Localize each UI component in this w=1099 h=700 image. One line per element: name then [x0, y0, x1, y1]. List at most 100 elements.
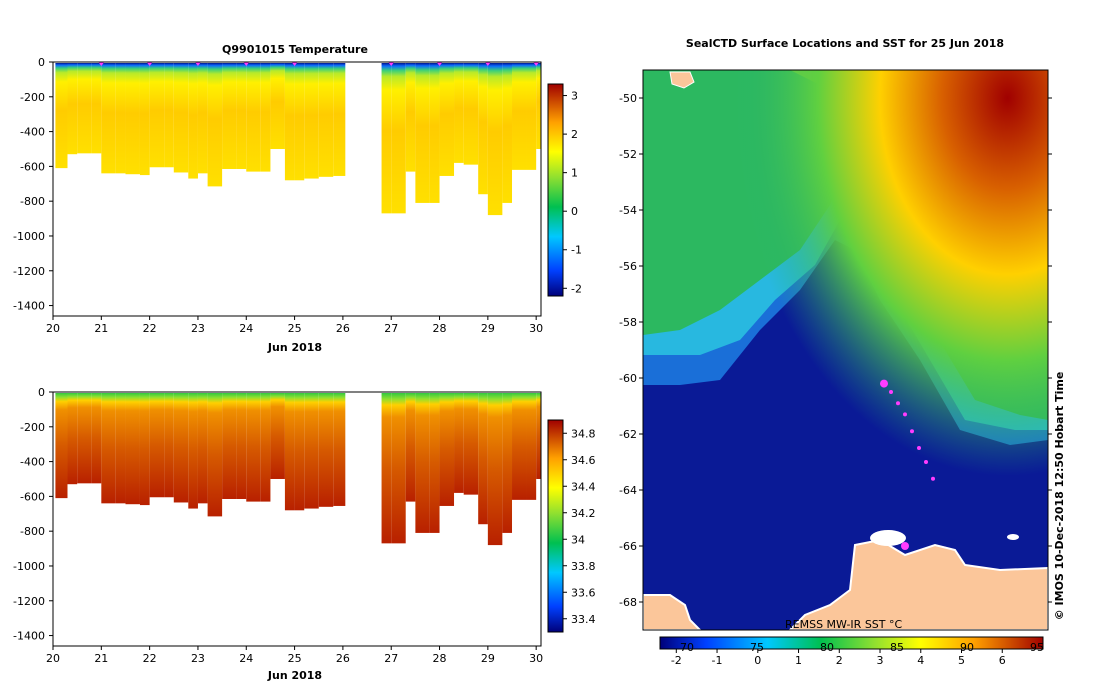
- colorbar-tick-label: 34.8: [571, 427, 596, 440]
- colorbar-tick-label: 34: [571, 533, 585, 546]
- salinity-axes: 20 21 22 23 24 25 26 27 28 29 30 0 -200 -400 -600 -800 -…: [13, 386, 543, 665]
- profile-column: [526, 393, 537, 500]
- temperature-title: Q9901015 Temperature: [222, 43, 368, 56]
- profile-column: [391, 63, 406, 214]
- x-tick-label: 23: [191, 322, 205, 335]
- profile-column: [91, 393, 102, 484]
- profile-column: [512, 393, 527, 500]
- x-tick-label: 28: [433, 322, 447, 335]
- x-tick-label: 20: [46, 322, 60, 335]
- profile-column: [139, 63, 150, 176]
- salinity-panel: 20 21 22 23 24 25 26 27 28 29 30 0 -200 -400 -600 -800 -…: [13, 386, 595, 682]
- profile-column: [381, 63, 392, 214]
- profile-column: [173, 63, 189, 173]
- colorbar-tick-label: 33.6: [571, 586, 596, 599]
- profile-column: [381, 393, 392, 544]
- surface-marker: [388, 62, 395, 66]
- profile-column: [260, 393, 271, 502]
- x-tick-label: 24: [239, 652, 253, 665]
- profile-column: [502, 393, 513, 533]
- profile-column: [115, 393, 126, 504]
- sst-colorbar-tick-label: -1: [712, 654, 723, 667]
- profile-column: [207, 63, 223, 187]
- colorbar-tick-label: 0: [571, 205, 578, 218]
- temperature-colorbar-ticks: 3 2 1 0 -1 -2: [563, 90, 582, 295]
- profile-column: [526, 63, 537, 170]
- y-tick-label: -800: [20, 195, 45, 208]
- map-y-tick-label: -58: [619, 316, 637, 329]
- y-tick-label: 0: [38, 386, 45, 399]
- profile-column: [77, 393, 92, 484]
- profile-column: [487, 63, 503, 216]
- map-y-tick-label: -60: [619, 372, 637, 385]
- map-y-tick-label: -50: [619, 92, 637, 105]
- profile-column: [536, 63, 541, 149]
- track-point: [910, 429, 914, 434]
- profile-column: [246, 63, 261, 172]
- profile-column: [439, 63, 455, 176]
- sst-colorbar-tick-label: 3: [877, 654, 884, 667]
- surface-marker: [291, 62, 298, 66]
- sst-colorbar: [659, 636, 1044, 650]
- track-point: [931, 476, 935, 481]
- y-tick-label: -1000: [13, 560, 45, 573]
- y-tick-label: -600: [20, 160, 45, 173]
- profile-column: [478, 393, 488, 525]
- profile-column: [222, 63, 237, 169]
- colorbar-tick-label: 34.2: [571, 507, 596, 520]
- map-overlay-label: REMSS MW-IR SST °C: [785, 618, 903, 631]
- profile-column: [149, 63, 165, 168]
- sst-warmest-water: [643, 70, 1048, 630]
- x-tick-label: 23: [191, 652, 205, 665]
- temperature-panel: Q9901015 Temperature 20 21 22 23 24 25 26 27 28 2…: [13, 43, 582, 354]
- profile-column: [415, 63, 430, 203]
- sst-field: [643, 70, 1048, 630]
- side-caption: © IMOS 10-Dec-2018 12:50 Hobart Time: [1053, 372, 1066, 621]
- salinity-xlabel: Jun 2018: [267, 669, 322, 682]
- profile-column: [415, 393, 430, 533]
- profile-column: [164, 63, 174, 168]
- x-tick-label: 27: [384, 652, 398, 665]
- y-tick-label: -1400: [13, 630, 45, 643]
- sst-colorbar-top-label: 90: [960, 641, 974, 654]
- map-frame: [642, 69, 1049, 631]
- profile-column: [294, 393, 305, 511]
- sst-map-panel: SealCTD Surface Locations and SST for 25…: [619, 37, 1066, 667]
- salinity-profiles: [55, 393, 541, 546]
- profile-column: [478, 63, 488, 195]
- x-tick-label: 28: [433, 652, 447, 665]
- profile-column: [222, 393, 237, 499]
- x-tick-label: 29: [481, 652, 495, 665]
- profile-column: [207, 393, 223, 517]
- y-tick-label: 0: [38, 56, 45, 69]
- track-point: [880, 379, 888, 388]
- profile-column: [164, 393, 174, 498]
- profile-column: [405, 393, 416, 502]
- surface-marker: [484, 62, 491, 66]
- profile-column: [91, 63, 102, 154]
- map-y-tick-label: -52: [619, 148, 637, 161]
- salinity-colorbar: [547, 419, 564, 633]
- profile-column: [115, 63, 126, 174]
- sst-colorbar-tick-label: 4: [917, 654, 924, 667]
- surface-marker: [243, 62, 250, 66]
- colorbar-tick-label: 1: [571, 167, 578, 180]
- profile-column: [454, 63, 464, 163]
- profile-column: [67, 63, 78, 155]
- x-tick-label: 26: [336, 322, 350, 335]
- profile-column: [246, 393, 261, 502]
- x-tick-label: 21: [94, 652, 108, 665]
- profile-column: [304, 393, 319, 509]
- land-east: [788, 538, 1048, 630]
- x-tick-label: 26: [336, 652, 350, 665]
- track-point: [903, 412, 907, 417]
- map-y-tick-label: -66: [619, 540, 637, 553]
- land-north: [669, 71, 695, 89]
- track-point: [924, 460, 928, 464]
- profile-column: [67, 393, 78, 485]
- x-tick-label: 20: [46, 652, 60, 665]
- salinity-plot-frame: [52, 391, 542, 647]
- profile-column: [487, 393, 503, 546]
- map-y-tick-label: -56: [619, 260, 637, 273]
